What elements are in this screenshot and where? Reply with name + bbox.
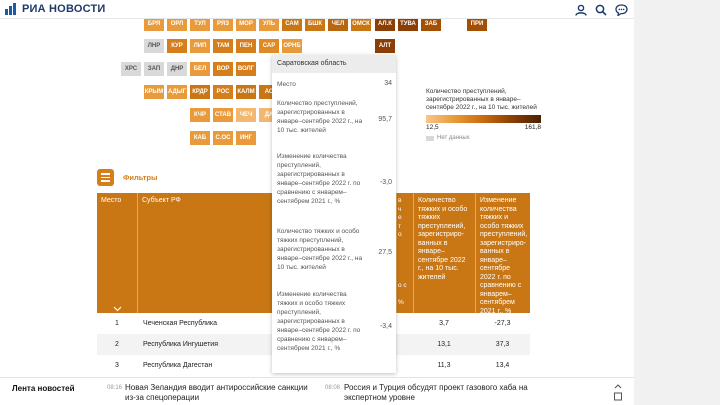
cell-place: 1 — [115, 320, 119, 327]
news-feed-bar: Лента новостей 08:16 Новая Зеландия ввод… — [0, 377, 634, 405]
col-header-heavy-crimes[interactable]: Количество тяжких и особо тяжких преступ… — [413, 193, 475, 313]
tooltip-value: -3,0 — [379, 179, 392, 186]
tooltip-value: 27,5 — [378, 249, 392, 256]
search-icon[interactable] — [594, 3, 608, 17]
right-side-panel — [634, 0, 720, 405]
map-tile-инг[interactable]: ИНГ — [236, 131, 256, 145]
news-item[interactable]: Россия и Турция обсудят проект газового … — [344, 383, 528, 402]
map-tile-кчр[interactable]: КЧР — [190, 108, 210, 122]
tooltip-label: Количество преступлений, зарегистрирован… — [277, 100, 363, 134]
col-header-region[interactable]: Субъект РФ — [137, 193, 273, 313]
map-tile-чел[interactable]: ЧЕЛ — [328, 17, 348, 31]
map-tile-сар[interactable]: САР — [259, 39, 279, 53]
tooltip-label: Изменение количества тяжких и особо тяжк… — [277, 291, 361, 352]
map-tile-крым[interactable]: КРЫМ — [144, 85, 164, 99]
col-header-heavy-change[interactable]: Изменение количества тяжких и особо тяжк… — [475, 193, 530, 315]
tooltip-label: Количество тяжких и особо тяжких преступ… — [277, 228, 363, 271]
map-tile-там[interactable]: ТАМ — [213, 39, 233, 53]
map-tile-орнб[interactable]: ОРНБ — [282, 39, 302, 53]
cell-place: 3 — [115, 362, 119, 369]
cell-place: 2 — [115, 341, 119, 348]
map-tile-лип[interactable]: ЛИП — [190, 39, 210, 53]
map-tile-пен[interactable]: ПЕН — [236, 39, 256, 53]
map-tile-орл[interactable]: ОРЛ — [167, 17, 187, 31]
legend-max: 161,8 — [524, 124, 541, 131]
chat-icon[interactable] — [614, 3, 628, 17]
map-tile-став[interactable]: СТАВ — [213, 108, 233, 122]
filters-label[interactable]: Фильтры — [123, 173, 158, 182]
map-tile-алт[interactable]: АЛТ — [375, 39, 395, 53]
tooltip-value: -3,4 — [379, 323, 392, 330]
cell-region: Республика Ингушетия — [143, 341, 219, 348]
map-tile-лнр[interactable]: ЛНР — [144, 39, 164, 53]
chevron-up-icon — [614, 384, 622, 389]
map-tile-ал.к[interactable]: АЛ.К — [375, 17, 395, 31]
map-tile-рос[interactable]: РОС — [213, 85, 233, 99]
tooltip-value: 34 — [384, 80, 392, 87]
news-time: 08:16 — [107, 385, 123, 391]
legend-nodata-label: Нет данных — [437, 135, 470, 141]
map-tile-зап[interactable]: ЗАП — [144, 62, 164, 76]
map-tile-вор[interactable]: ВОР — [213, 62, 233, 76]
news-item[interactable]: Новая Зеландия вводит антироссийские сан… — [125, 383, 308, 402]
sort-chevron-icon[interactable] — [113, 299, 122, 317]
expand-box-icon — [614, 392, 622, 401]
news-collapse-control[interactable] — [613, 383, 623, 405]
map-tile-омск[interactable]: ОМСК — [351, 17, 371, 31]
news-time: 08:08 — [325, 385, 341, 391]
filter-icon[interactable] — [97, 169, 114, 186]
map-tile-при[interactable]: ПРИ — [467, 17, 487, 31]
map-tile-заб[interactable]: ЗАБ — [421, 17, 441, 31]
map-tile-бря[interactable]: БРЯ — [144, 17, 164, 31]
map-tile-чеч[interactable]: ЧЕЧ — [236, 108, 256, 122]
cell-heavy: 11,3 — [437, 362, 451, 369]
map-tile-каб[interactable]: КАБ — [190, 131, 210, 145]
site-logo[interactable]: РИА НОВОСТИ — [5, 3, 105, 15]
map-tile-кур[interactable]: КУР — [167, 39, 187, 53]
cell-change: -27,3 — [494, 320, 511, 327]
cell-change: 37,3 — [495, 341, 510, 348]
user-icon[interactable] — [574, 3, 588, 17]
tooltip-label: Изменение количества преступлений, зарег… — [277, 153, 361, 205]
map-tile-адыг[interactable]: АДЫГ — [167, 85, 187, 99]
map-tile-бел[interactable]: БЕЛ — [190, 62, 210, 76]
map-tile-крдр[interactable]: КРДР — [190, 85, 210, 99]
tooltip-label: Место — [277, 81, 296, 88]
news-feed-title[interactable]: Лента новостей — [12, 384, 75, 393]
logo-text: РИА НОВОСТИ — [22, 3, 106, 15]
map-tile-калм[interactable]: КАЛМ — [236, 85, 256, 99]
map-tile-тул[interactable]: ТУЛ — [190, 17, 210, 31]
logo-bars-icon — [5, 3, 19, 15]
map-tile-ряз[interactable]: РЯЗ — [213, 17, 233, 31]
legend-min: 12,5 — [426, 124, 439, 131]
map-tile-бшк[interactable]: БШК — [305, 17, 325, 31]
cell-change: 13,4 — [495, 362, 510, 369]
cell-region: Республика Дагестан — [143, 362, 213, 369]
cell-heavy: 13,1 — [437, 341, 451, 348]
legend-title: Количество преступлений, зарегистрирован… — [426, 88, 537, 111]
nodata-swatch — [426, 135, 434, 141]
map-tile-мор[interactable]: МОР — [236, 17, 256, 31]
map-tile-волг[interactable]: ВОЛГ — [236, 62, 256, 76]
map-tile-хрс[interactable]: ХРС — [121, 62, 141, 76]
cell-heavy: 3,7 — [439, 320, 449, 327]
map-legend: Количество преступлений, зарегистрирован… — [426, 88, 546, 141]
filters-control[interactable]: Фильтры — [97, 169, 157, 186]
legend-gradient — [426, 115, 541, 123]
site-header: РИА НОВОСТИ — [0, 0, 634, 19]
col-header-place[interactable]: Место — [97, 193, 137, 313]
map-tile-сам[interactable]: САМ — [282, 17, 302, 31]
map-tile-днр[interactable]: ДНР — [167, 62, 187, 76]
region-tooltip: Саратовская область Место 34 Количество … — [272, 55, 396, 373]
tooltip-value: 95,7 — [378, 116, 392, 123]
cell-region: Чеченская Республика — [143, 320, 217, 327]
map-tile-уль[interactable]: УЛЬ — [259, 17, 279, 31]
tooltip-title: Саратовская область — [272, 55, 396, 73]
map-tile-с.ос[interactable]: С.ОС — [213, 131, 233, 145]
map-tile-тува[interactable]: ТУВА — [398, 17, 418, 31]
